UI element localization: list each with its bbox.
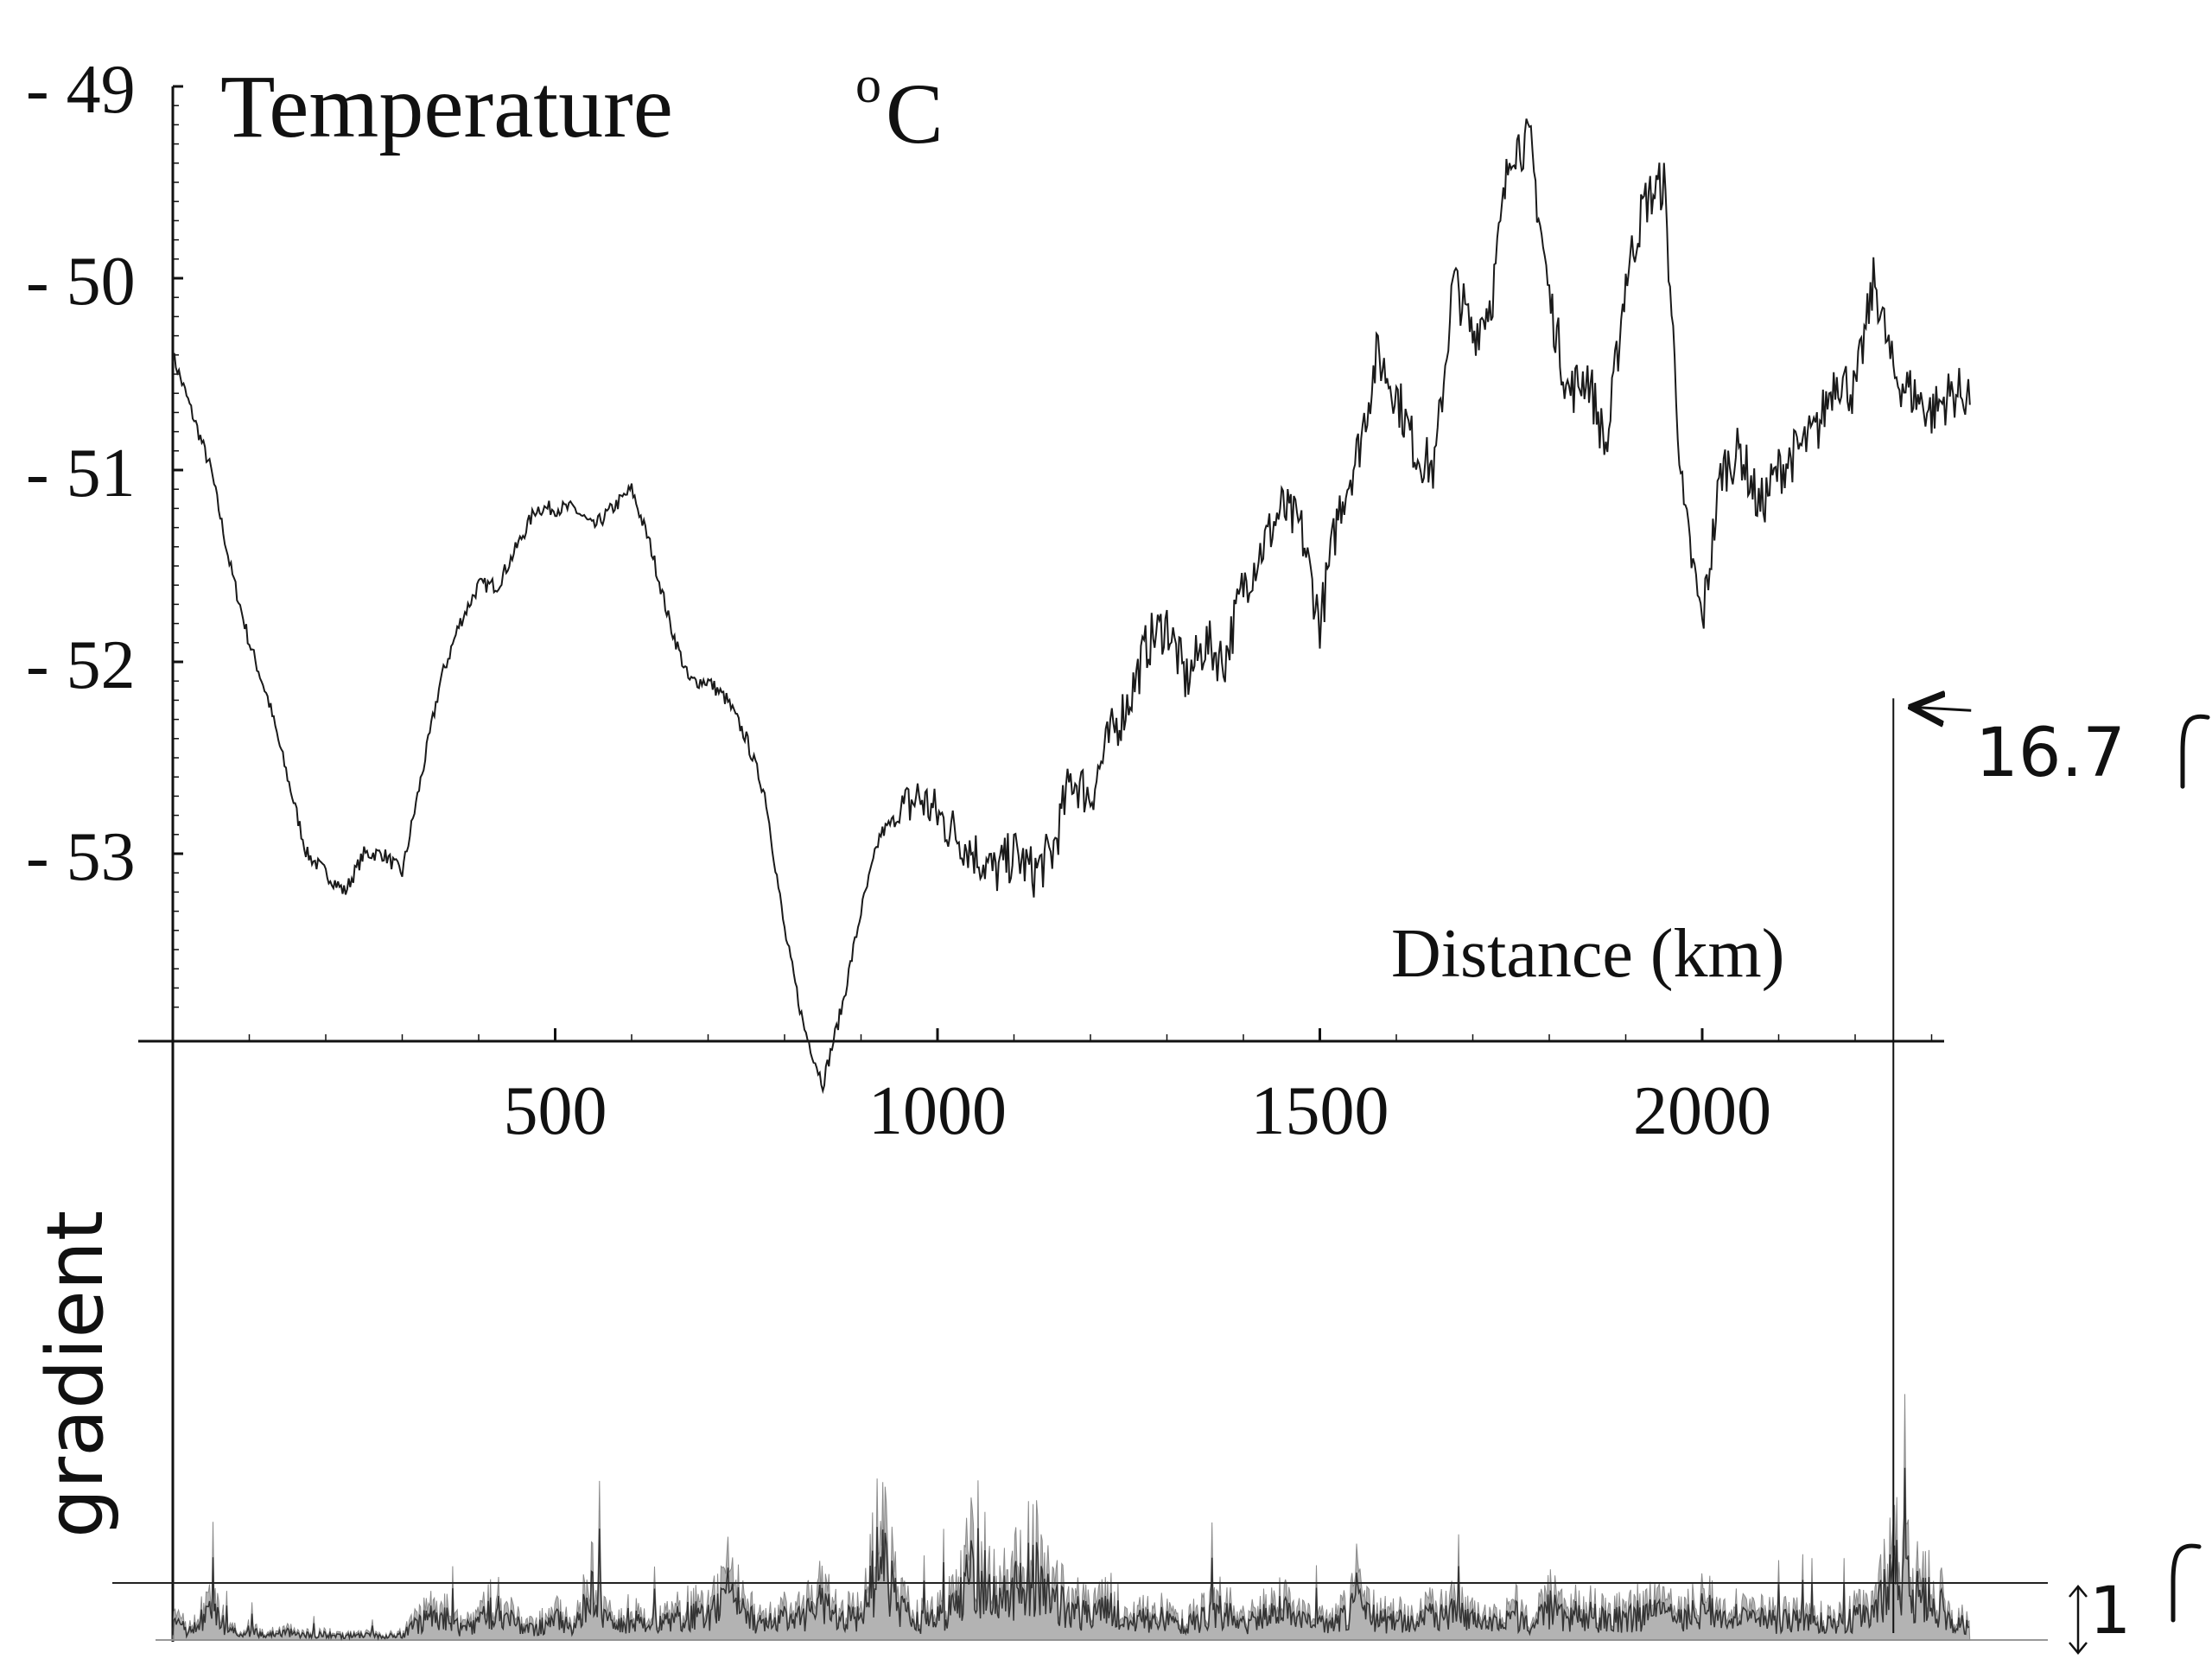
temperature-x-label: Distance (km): [1391, 916, 1784, 992]
temperature-unit-degree: o: [855, 56, 881, 113]
y-tick-label: - 53: [26, 819, 136, 895]
temperature-title: Temperature: [220, 57, 673, 156]
gradient-plot: 1 gradient: [30, 1211, 2202, 1655]
temperature-plot: - 49 - 50 - 51 - 52 - 53 500 1000 1500 2000 Tem…: [26, 52, 1971, 1642]
annotation-arrow-icon: [1910, 707, 1972, 710]
y-tick-label: - 51: [26, 435, 136, 512]
x-tick-label: 1000: [868, 1073, 1007, 1149]
gradient-series-line: [172, 1467, 1970, 1642]
y-tick-label: - 49: [26, 52, 136, 128]
x-tick-label: 500: [504, 1073, 607, 1149]
y-tick-label: - 52: [26, 627, 136, 703]
x-tick-label: 1500: [1251, 1073, 1389, 1149]
gradient-y-label: gradient: [30, 1211, 121, 1538]
annotation-value: 16.7: [1975, 715, 2126, 792]
temperature-unit: C: [886, 66, 944, 162]
temperature-series-line: [172, 118, 1971, 1095]
peak-annotation: 16.7: [1892, 698, 2210, 1633]
reference-arrow-heads: [2069, 1585, 2088, 1655]
x-tick-label: 2000: [1633, 1073, 1771, 1149]
integral-sign-icon: [2180, 714, 2210, 789]
temperature-y-ticks: - 49 - 50 - 51 - 52 - 53: [26, 52, 183, 895]
gradient-series-area: [172, 1394, 1971, 1641]
temperature-x-ticks: 500 1000 1500 2000: [504, 1028, 1771, 1149]
integral-sign-icon: [2171, 1543, 2202, 1623]
gradient-reference-label: 1: [2089, 1572, 2131, 1649]
y-tick-label: - 50: [26, 244, 136, 320]
